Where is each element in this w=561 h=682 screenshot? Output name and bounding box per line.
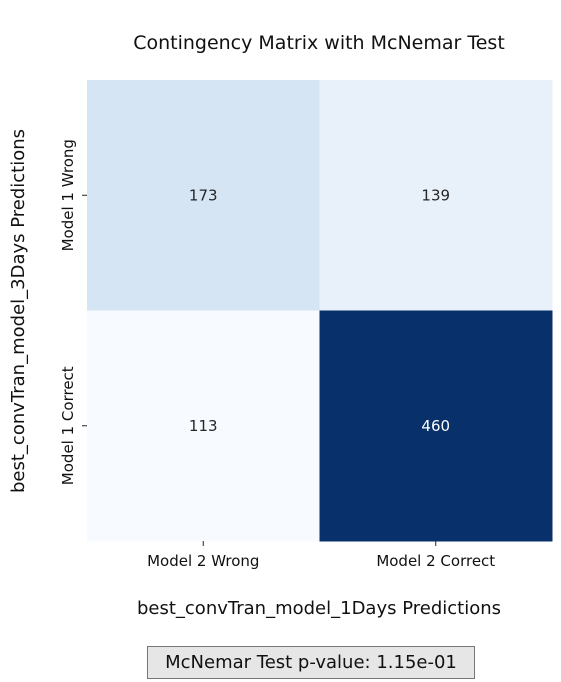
heatmap-cells: 173 139 113 460: [87, 80, 553, 542]
x-tick-label-1: Model 2 Correct: [376, 552, 495, 570]
cell-value-r1-c1: 460: [421, 417, 450, 435]
mcnemar-pvalue-text: McNemar Test p-value: 1.15e-01: [165, 652, 457, 673]
heatmap-cell-r0-c1: [319, 80, 553, 311]
cell-value-r1-c0: 113: [189, 417, 218, 435]
cell-value-r0-c0: 173: [189, 186, 218, 204]
heatmap-cell-r1-c0: [87, 310, 320, 542]
x-tick-label-0: Model 2 Wrong: [147, 552, 259, 570]
x-axis-label: best_convTran_model_1Days Predictions: [137, 598, 501, 619]
axis-ticks: Model 2 Wrong Model 2 Correct Model 1 Wron…: [59, 139, 495, 570]
mcnemar-pvalue-box: McNemar Test p-value: 1.15e-01: [147, 646, 475, 679]
cell-value-r0-c1: 139: [421, 186, 450, 204]
chart-title: Contingency Matrix with McNemar Test: [133, 32, 505, 54]
heatmap-cell-r0-c0: [87, 80, 320, 311]
y-tick-label-1: Model 1 Correct: [59, 366, 77, 485]
y-axis-label: best_convTran_model_3Days Predictions: [8, 129, 29, 493]
heatmap-cell-r1-c1: [319, 310, 553, 542]
y-tick-label-0: Model 1 Wrong: [59, 139, 77, 251]
